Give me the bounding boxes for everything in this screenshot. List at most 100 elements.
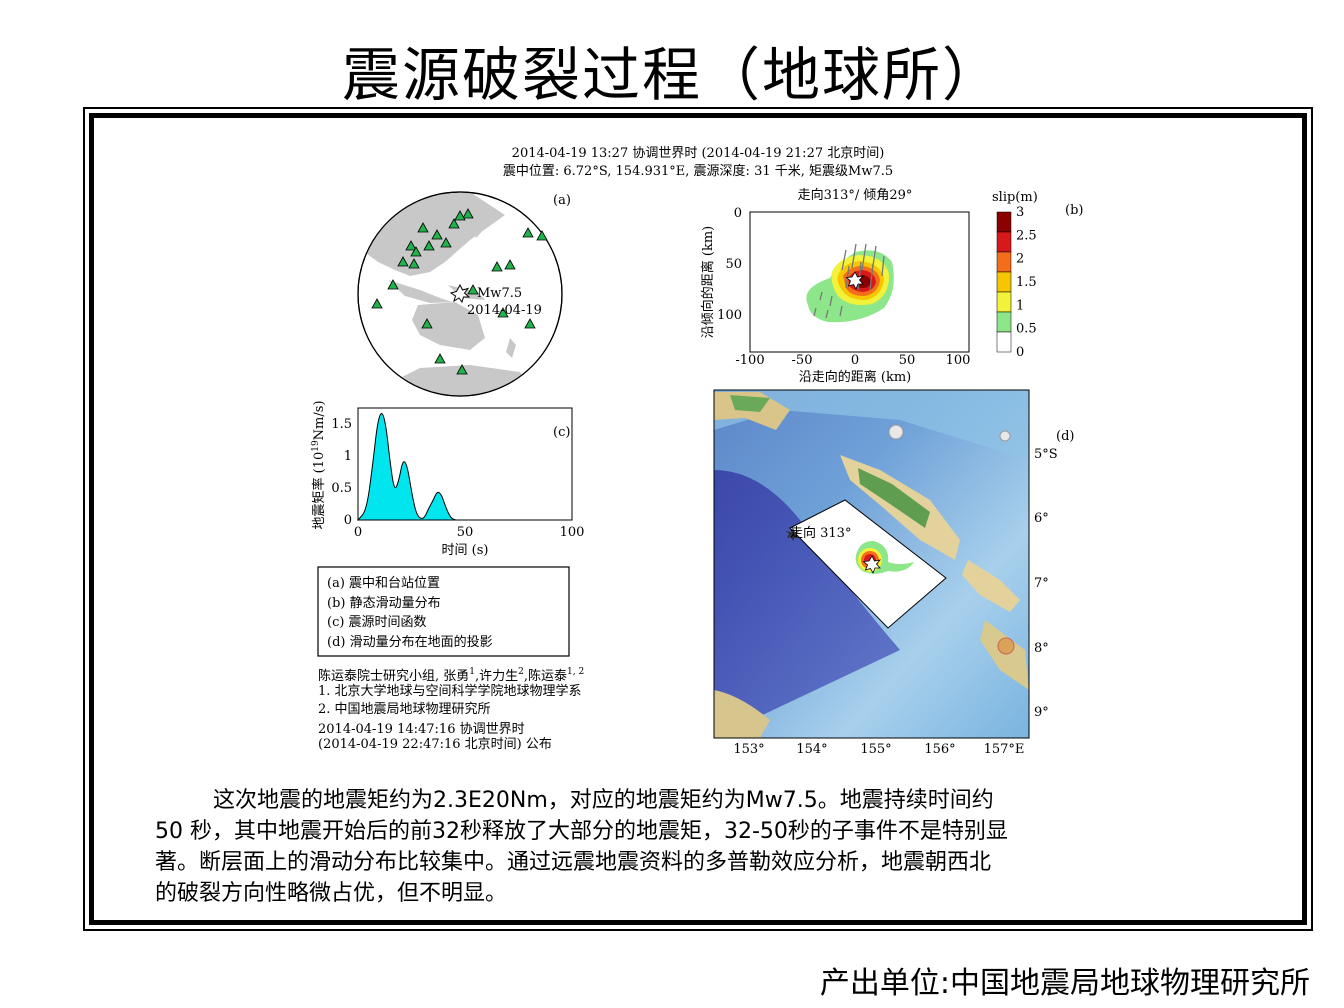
lon-tick: 155° (860, 742, 891, 757)
lon-tick: 157°E (984, 742, 1025, 757)
slip-yticks: 0 50 100 (717, 206, 742, 323)
credits-affil-1: 1. 北京大学地球与空间科学学院地球物理学系 (318, 683, 582, 699)
slip-xtick: 50 (899, 353, 916, 368)
stf-xticks: 0 50 100 (354, 525, 585, 540)
credits-authors: 陈运泰院士研究小组, 张勇1,许力生2,陈运泰1, 2 (318, 667, 584, 684)
stf-ylabel-sup: 19 (311, 440, 321, 452)
legend-item: (b) 静态滑动量分布 (327, 596, 441, 611)
slip-xticks: -100 -50 0 50 100 (735, 353, 970, 368)
credits-affil-2: 2. 中国地震局地球物理研究所 (318, 702, 491, 717)
panel-a-label: (a) (553, 193, 571, 208)
lat-tick: 6° (1034, 511, 1049, 526)
author-1: 陈运泰院士研究小组, 张勇 (318, 668, 469, 684)
station-triangle-icon (440, 237, 452, 248)
station-triangle-icon (423, 240, 435, 251)
legend-item: (d) 滑动量分布在地面的投影 (327, 634, 493, 650)
lon-tick: 156° (924, 742, 955, 757)
stf-ytick: 0.5 (331, 481, 352, 496)
slip-xtick: 0 (851, 353, 859, 368)
station-triangle-icon (491, 261, 503, 272)
station-triangle-icon (421, 318, 433, 329)
stf-yticks: 0 0.5 1 1.5 (331, 417, 352, 528)
header-line-2: 震中位置: 6.72°S, 154.931°E, 震源深度: 31 千米, 矩震… (503, 163, 893, 179)
hypocenter-star-icon (845, 271, 865, 290)
slip-xtick: -50 (792, 353, 813, 368)
slip-xlabel: 沿走向的距离 (km) (799, 369, 911, 385)
event-date: 2014-04-19 (467, 303, 542, 318)
new-zealand-landmass (506, 338, 516, 358)
panel-c-label: (c) (553, 425, 570, 440)
slip-ytick: 0 (734, 206, 742, 221)
lon-ticks: 153° 154° 155° 156° 157°E (733, 742, 1024, 757)
description-line: 这次地震的地震矩约为2.3E20Nm，对应的地震矩约为Mw7.5。地震持续时间约 (213, 788, 994, 813)
station-triangle-icon (524, 318, 536, 329)
colorbar-tick: 1.5 (1016, 275, 1037, 290)
stf-ylabel: 地震矩率 (1019Nm/s) (311, 400, 327, 529)
station-triangle-icon (397, 256, 409, 267)
colorbar-tick: 3 (1016, 205, 1024, 220)
slip-vectors (813, 243, 885, 319)
colorbar-tick: 2 (1016, 252, 1024, 267)
page-title: 震源破裂过程（地球所） (341, 41, 1002, 109)
station-triangle-icon (387, 279, 399, 290)
colorbar-swatch (996, 291, 1012, 313)
colorbar-swatch (996, 251, 1012, 273)
globe-panel: Mw7.5 2014-04-19 (a) (357, 191, 571, 397)
stf-ytick: 0 (344, 513, 352, 528)
station-triangle-icon (448, 218, 460, 229)
epicenter-star-icon (449, 283, 471, 304)
description-line: 著。断层面上的滑动分布比较集中。通过远震地震资料的多普勒效应分析，地震朝西北 (155, 850, 992, 875)
australia-landmass (412, 302, 485, 350)
station-triangle-icon (522, 227, 534, 238)
stf-xtick: 0 (354, 525, 362, 540)
colorbar-title: slip(m) (992, 190, 1038, 205)
credits-time-1: 2014-04-19 14:47:16 协调世界时 (318, 722, 525, 737)
description: 这次地震的地震矩约为2.3E20Nm，对应的地震矩约为Mw7.5。地震持续时间约… (155, 785, 1175, 909)
author-3-sup: 1, 2 (567, 667, 584, 677)
lat-tick: 5°S (1034, 447, 1058, 462)
strike-text: 走向 313° (790, 525, 851, 541)
lon-tick: 153° (733, 742, 764, 757)
slip-ytick: 100 (717, 308, 742, 323)
colorbar-swatch (996, 331, 1012, 353)
legend-box: (a) 震中和台站位置 (b) 静态滑动量分布 (c) 震源时间函数 (d) 滑… (317, 566, 570, 657)
author-1-sup: 1 (469, 667, 475, 677)
station-triangle-icon (456, 364, 468, 375)
solomon-landmass (962, 560, 1020, 612)
legend-item: (a) 震中和台站位置 (327, 576, 440, 591)
slip-colorbar: slip(m) 3 2.5 2 1.5 1 0.5 0 (992, 190, 1038, 360)
author-3: ,陈运泰 (524, 668, 567, 684)
stf-area (356, 412, 459, 521)
slip-xtick: 100 (946, 353, 971, 368)
stf-plot-area (357, 407, 573, 521)
stf-xlabel: 时间 (s) (442, 543, 489, 558)
colorbar-tick: 2.5 (1016, 228, 1037, 243)
slip-ytick: 50 (725, 257, 742, 272)
slip-ylabel: 沿倾向的距离 (km) (700, 226, 716, 338)
inner-frame (89, 113, 1307, 925)
colorbar-swatch (996, 231, 1012, 253)
japan-landmass (470, 210, 488, 238)
station-triangle-icon (408, 258, 420, 269)
author-2-sup: 2 (518, 667, 524, 677)
colorbar-swatch (996, 211, 1012, 233)
stf-ylabel-main: 地震矩率 (10 (311, 452, 327, 530)
colorbar-tick: 1 (1016, 298, 1024, 313)
stf-xtick: 100 (560, 525, 585, 540)
description-line: 50 秒，其中地震开始后的前32秒释放了大部分的地震矩，32-50秒的子事件不是… (155, 819, 1008, 844)
station-triangle-icon (497, 307, 509, 318)
stf-ytick: 1.5 (331, 417, 352, 432)
lat-ticks: 5°S 6° 7° 8° 9° (1034, 447, 1058, 720)
station-triangle-icon (434, 353, 446, 364)
indonesia-landmass (388, 280, 452, 303)
strike-marker-icon (786, 528, 799, 541)
event-magnitude: Mw7.5 (477, 286, 522, 301)
map-epicenter-star-icon (862, 555, 882, 574)
station-triangle-icon (462, 208, 474, 219)
station-triangle-icon (417, 222, 429, 233)
slip-xtick: -100 (735, 353, 764, 368)
station-triangle-icon (504, 259, 516, 270)
station-triangle-icon (536, 230, 548, 241)
credits: 陈运泰院士研究小组, 张勇1,许力生2,陈运泰1, 2 1. 北京大学地球与空间… (318, 667, 584, 752)
